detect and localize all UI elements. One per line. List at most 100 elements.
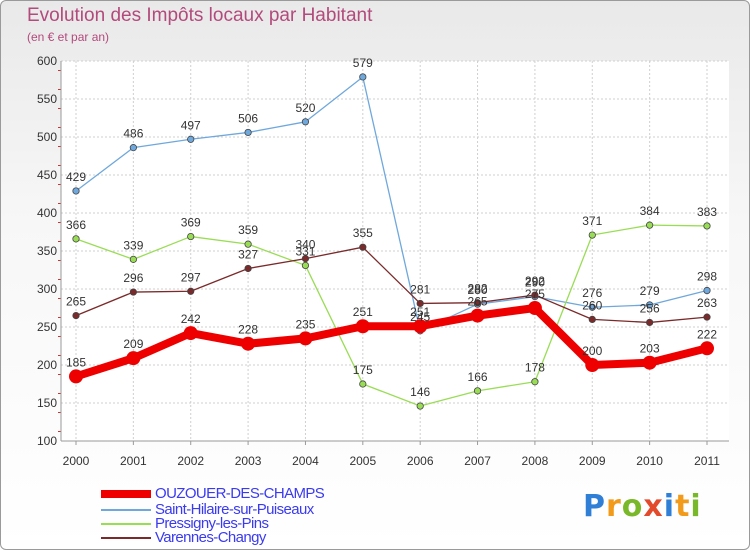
data-label: 280: [468, 283, 488, 297]
data-point: [585, 358, 600, 372]
proxiti-logo: Proxiti: [583, 489, 702, 524]
data-point: [244, 264, 252, 273]
data-point: [531, 291, 539, 299]
data-point: [646, 221, 654, 229]
data-label: 242: [181, 312, 201, 326]
data-label: 260: [582, 298, 602, 312]
data-point: [298, 331, 313, 346]
chart-title: Evolution des Impôts locaux par Habitant: [27, 5, 373, 26]
data-point: [129, 288, 137, 296]
x-tick-label: 2000: [63, 454, 90, 468]
data-point: [413, 319, 428, 334]
y-tick-label: 550: [37, 92, 57, 106]
legend-swatch: [101, 509, 151, 511]
data-label: 265: [468, 295, 488, 309]
data-label: 297: [181, 270, 201, 284]
data-label: 429: [66, 170, 86, 184]
data-point: [187, 135, 195, 143]
data-point: [416, 299, 424, 308]
data-point: [301, 118, 310, 126]
x-tick-label: 2009: [579, 454, 606, 468]
y-tick-label: 100: [37, 434, 57, 448]
data-point: [244, 240, 252, 248]
y-tick-label: 400: [37, 206, 57, 220]
data-label: 296: [123, 271, 143, 285]
data-label: 282: [468, 282, 488, 296]
legend-swatch: [101, 523, 151, 525]
data-point: [187, 232, 195, 241]
data-label: 579: [353, 56, 373, 70]
data-point: [527, 301, 542, 315]
data-label: 497: [181, 118, 201, 132]
series-line-0: [72, 304, 711, 381]
logo-letter: t: [675, 489, 691, 524]
legend-label: Saint-Hilaire-sur-Puiseaux: [155, 501, 314, 518]
data-point: [72, 235, 80, 243]
data-point: [588, 315, 596, 323]
data-point: [470, 308, 485, 323]
x-tick-label: 2006: [407, 454, 434, 468]
data-label: 486: [123, 127, 143, 141]
x-tick-label: 2007: [464, 454, 491, 468]
data-label: 203: [640, 342, 660, 356]
data-label: 359: [238, 223, 258, 237]
data-point: [301, 255, 310, 263]
data-label: 251: [353, 305, 373, 319]
data-label: 371: [582, 214, 602, 228]
legend-label: OUZOUER-DES-CHAMPS: [155, 485, 325, 502]
x-tick-label: 2003: [235, 454, 262, 468]
logo-letter: P: [583, 489, 606, 524]
data-point: [703, 286, 711, 295]
x-tick-label: 2004: [292, 454, 319, 468]
y-tick-label: 350: [37, 244, 57, 258]
data-label: 281: [410, 282, 430, 296]
data-point: [183, 326, 198, 341]
data-label: 355: [353, 226, 373, 240]
data-label: 331: [295, 244, 315, 258]
data-label: 279: [640, 284, 660, 298]
data-point: [359, 380, 367, 388]
x-tick-label: 2005: [349, 454, 376, 468]
x-tick-label: 2010: [636, 454, 663, 468]
data-point: [703, 222, 711, 230]
y-tick-label: 200: [37, 358, 57, 372]
data-label: 327: [238, 247, 258, 261]
data-point: [69, 369, 83, 384]
legend-swatch: [101, 537, 151, 539]
data-point: [359, 243, 367, 251]
data-point: [129, 144, 137, 152]
data-label: 290: [525, 276, 545, 290]
data-point: [129, 255, 137, 263]
data-label: 146: [410, 385, 430, 399]
data-point: [187, 287, 195, 295]
logo-letter: x: [643, 489, 664, 524]
data-label: 369: [181, 216, 201, 230]
data-point: [126, 351, 141, 366]
data-label: 276: [582, 286, 602, 300]
data-point: [241, 336, 256, 351]
data-label: 175: [353, 363, 373, 377]
data-label: 506: [238, 111, 258, 125]
data-point: [531, 378, 539, 386]
data-label: 275: [525, 287, 545, 301]
legend-swatch: [101, 490, 151, 498]
data-point: [646, 318, 654, 327]
y-tick-label: 150: [37, 396, 57, 410]
data-label: 298: [697, 270, 717, 284]
y-tick-label: 450: [37, 168, 57, 182]
logo-letter: i: [690, 489, 702, 524]
data-point: [588, 303, 596, 311]
data-label: 383: [697, 205, 717, 219]
data-label: 185: [66, 355, 86, 369]
data-point: [700, 341, 714, 356]
series-line-3: [75, 246, 708, 324]
data-label: 292: [525, 274, 545, 288]
data-label: 228: [238, 323, 258, 337]
data-label: 265: [66, 295, 86, 309]
data-label: 339: [123, 238, 143, 252]
data-point: [72, 311, 80, 320]
data-label: 166: [468, 370, 488, 384]
data-point: [473, 299, 482, 307]
data-point: [588, 231, 596, 239]
